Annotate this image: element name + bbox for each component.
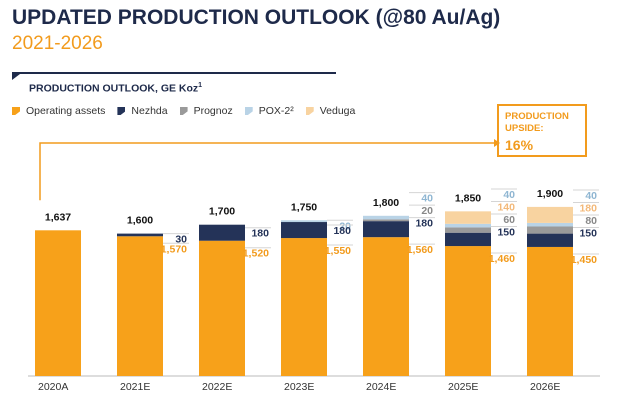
legend-item-nezhda: Nezhda xyxy=(117,105,168,117)
upside-label-line2: UPSIDE: xyxy=(505,123,544,134)
value-label-veduga: 140 xyxy=(497,202,515,214)
total-label: 1,800 xyxy=(373,197,399,209)
x-tick-label: 2023E xyxy=(284,381,314,393)
legend-label-pox2: POX-2² xyxy=(258,105,294,117)
production-upside-box: PRODUCTION UPSIDE: 16% xyxy=(497,104,587,157)
legend-swatch-veduga xyxy=(305,107,314,115)
chart-legend: Operating assets Nezhda Prognoz POX-2² V… xyxy=(12,105,367,117)
value-label-operating_assets: 1,550 xyxy=(325,245,351,257)
bar-operating_assets-2021E xyxy=(117,236,163,376)
value-label-nezhda: 150 xyxy=(579,227,597,239)
bar-operating_assets-2024E xyxy=(363,237,409,376)
value-label-veduga: 180 xyxy=(579,202,597,214)
total-label: 1,600 xyxy=(127,215,153,227)
section-divider xyxy=(12,72,336,74)
legend-item-operating-assets: Operating assets xyxy=(12,105,105,117)
bar-operating_assets-2025E xyxy=(445,246,491,376)
bar-nezhda-2021E xyxy=(117,233,163,237)
bar-prognoz-2026E xyxy=(527,226,573,234)
bar-veduga-2026E xyxy=(527,206,573,223)
x-tick-label: 2024E xyxy=(366,381,396,393)
total-label: 1,900 xyxy=(537,188,563,200)
bar-prognoz-2024E xyxy=(363,219,409,222)
chart-heading-footnote: 1 xyxy=(198,82,203,89)
x-tick-label: 2022E xyxy=(202,381,232,393)
value-label-nezhda: 180 xyxy=(415,218,433,230)
value-label-operating_assets: 1,570 xyxy=(161,243,187,255)
upside-value: 16% xyxy=(505,137,534,153)
total-label: 1,637 xyxy=(45,211,71,223)
bar-nezhda-2022E xyxy=(199,224,245,241)
legend-swatch-operating-assets xyxy=(12,107,20,115)
bar-operating_assets-2026E xyxy=(527,246,573,376)
value-label-pox2: 20 xyxy=(339,220,351,232)
x-tick-label: 2020A xyxy=(38,381,68,393)
bar-veduga-2025E xyxy=(445,211,491,224)
upside-label-line1: PRODUCTION xyxy=(505,111,569,122)
value-label-pox2: 40 xyxy=(585,190,597,202)
legend-label-veduga: Veduga xyxy=(319,105,356,117)
legend-swatch-prognoz xyxy=(179,107,188,115)
legend-item-prognoz: Prognoz xyxy=(179,105,233,117)
value-label-prognoz: 20 xyxy=(421,205,433,217)
chart-heading-text: PRODUCTION OUTLOOK, GE Koz xyxy=(29,82,199,95)
bar-operating_assets-2020A xyxy=(35,230,81,376)
bar-pox2-2023E xyxy=(281,220,327,223)
legend-item-veduga: Veduga xyxy=(305,105,356,117)
bar-nezhda-2026E xyxy=(527,233,573,247)
x-tick-label: 2026E xyxy=(530,381,560,393)
legend-label-operating-assets: Operating assets xyxy=(26,105,106,117)
chart-heading: PRODUCTION OUTLOOK, GE Koz1 xyxy=(29,82,202,95)
bar-pox2-2025E xyxy=(445,223,491,228)
value-label-prognoz: 60 xyxy=(503,214,515,226)
bar-nezhda-2024E xyxy=(363,221,409,238)
page-title: UPDATED PRODUCTION OUTLOOK (@80 Au/Ag) xyxy=(12,6,501,29)
legend-swatch-pox2 xyxy=(244,107,253,115)
x-tick-label: 2021E xyxy=(120,381,150,393)
page-subtitle: 2021-2026 xyxy=(12,33,103,54)
value-label-operating_assets: 1,560 xyxy=(407,244,433,256)
value-label-nezhda: 30 xyxy=(175,234,187,246)
value-label-pox2: 40 xyxy=(503,189,515,201)
bar-pox2-2026E xyxy=(527,222,573,227)
bar-pox2-2024E xyxy=(363,215,409,220)
legend-label-prognoz: Prognoz xyxy=(193,105,233,117)
bar-nezhda-2025E xyxy=(445,232,491,247)
x-tick-label: 2025E xyxy=(448,381,478,393)
value-label-nezhda: 180 xyxy=(251,228,269,240)
total-label: 1,700 xyxy=(209,206,235,218)
upside-bracket-arrow xyxy=(494,139,500,147)
legend-swatch-nezhda xyxy=(117,107,126,115)
bar-prognoz-2025E xyxy=(445,227,491,233)
legend-label-nezhda: Nezhda xyxy=(131,105,168,117)
upside-bracket-line xyxy=(39,142,494,201)
value-label-operating_assets: 1,520 xyxy=(243,248,269,260)
section-divider-tick xyxy=(12,74,20,80)
total-label: 1,750 xyxy=(291,201,317,213)
value-label-operating_assets: 1,460 xyxy=(489,253,515,265)
value-label-nezhda: 180 xyxy=(333,225,351,237)
value-label-prognoz: 80 xyxy=(585,215,597,227)
bar-operating_assets-2022E xyxy=(199,240,245,376)
value-label-pox2: 40 xyxy=(421,193,433,205)
legend-item-pox2: POX-2² xyxy=(244,105,294,117)
bar-nezhda-2023E xyxy=(281,222,327,239)
value-label-operating_assets: 1,450 xyxy=(571,254,597,266)
value-label-nezhda: 150 xyxy=(497,227,515,239)
total-label: 1,850 xyxy=(455,192,481,204)
bar-operating_assets-2023E xyxy=(281,238,327,376)
